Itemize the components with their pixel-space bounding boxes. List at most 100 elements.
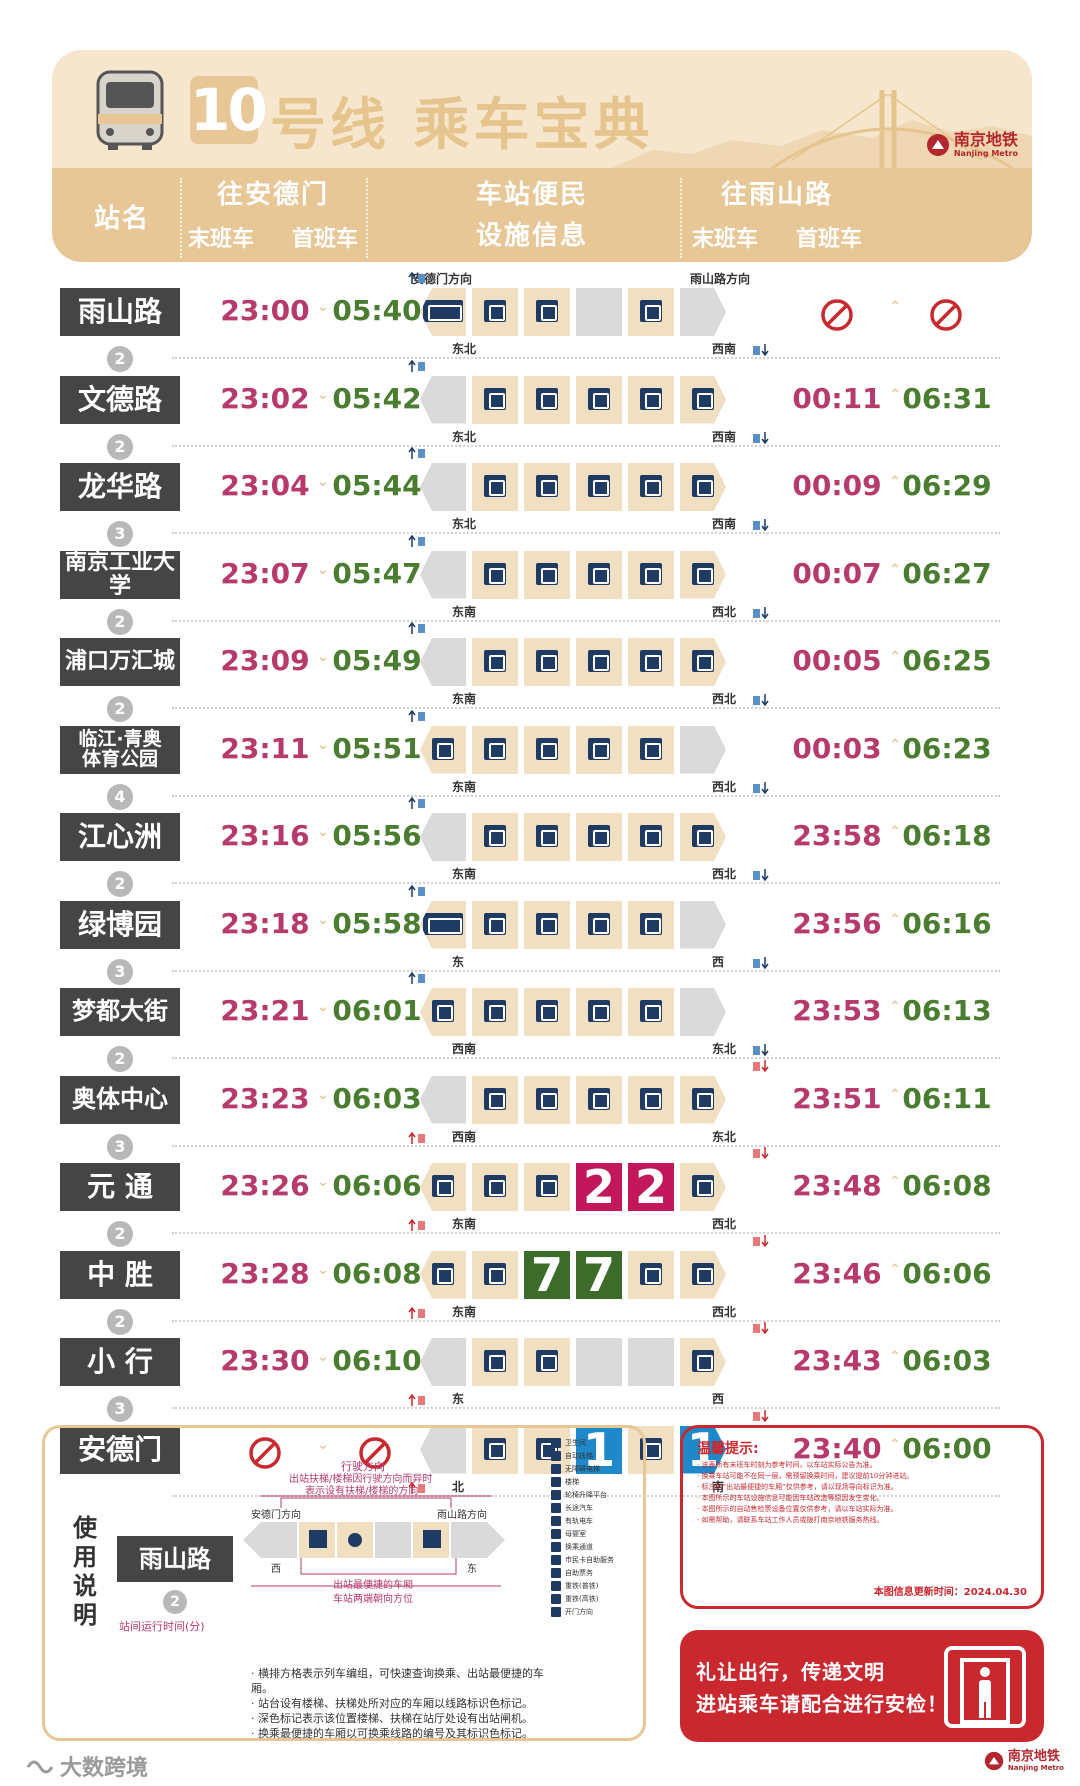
facility-icon [536,562,558,585]
header-divider [366,178,368,258]
facility-icon [551,1515,561,1526]
car-cell [680,813,726,861]
exit-direction-right: 西北 [712,1217,737,1231]
legend-icon-item: 卫生间 [551,1436,647,1449]
car-cell [576,813,622,861]
car-cell [628,900,674,949]
chevron-down-icon: ⌄ [317,474,329,490]
first-train-to-yushanlu: 06:11 [902,1081,992,1115]
legend-icon-item: 市民卡自助服务 [551,1553,647,1566]
exit-direction-left: 东南 [452,867,477,881]
first-train-to-andemen: 05:40 [332,294,422,327]
car-cell: 2 [628,1160,674,1214]
last-train-to-andemen: 23:00 [220,294,310,327]
car-cell [628,1250,674,1299]
legend-gap-note: 站间运行时间(分) [119,1620,205,1633]
station-name: 梦都大街 [60,988,180,1036]
chevron-up-icon: ⌃ [889,1349,901,1365]
exit-direction-right: 西北 [712,1304,737,1319]
travel-time-badge: 2 [107,346,133,372]
facility-icon [692,1350,714,1372]
car-cell [680,726,726,774]
door-side-arrow-icon [408,1305,426,1319]
last-train-to-yushanlu: 00:07 [792,556,882,590]
chevron-down-icon: ⌄ [317,999,329,1015]
facility-icon [640,1262,662,1285]
facility-icon [484,737,506,760]
car-cell: 7 [576,1248,622,1302]
car-cell: 1 [576,1423,622,1477]
door-side-arrow-icon [408,708,426,722]
door-side-arrow-icon [408,445,426,459]
facility-icon [551,1593,561,1604]
car-cell [628,550,674,599]
car-cell [524,725,570,774]
last-train-to-yushanlu: 00:03 [792,731,882,765]
exit-direction-left: 北 [452,1479,465,1494]
station-row: 浦口万汇城 2 23:09 ⌄ 05:49 东南 西北 00:05 ⌃ 06:25 [52,621,1000,722]
exit-direction-right: 西 [712,954,725,969]
travel-time-badge: 3 [107,958,133,985]
legend-west: 西 [271,1564,281,1575]
exit-direction-left: 东南 [452,1304,477,1319]
car-cell: 2 [576,1160,622,1214]
chevron-up-icon: ⌃ [889,1174,901,1190]
car-cell [472,1338,518,1386]
legend-diagram: 行驶方向 出站扶梯/楼梯因行驶方向而异时 表示设有扶梯/楼梯的方向 安德门方向 … [241,1458,511,1668]
car-cell [420,550,466,599]
station-name: 绿博园 [60,900,180,949]
first-train-to-yushanlu: 06:08 [902,1169,992,1202]
car-cell [420,638,466,686]
car-cell [524,550,570,599]
last-train-to-yushanlu: 23:48 [792,1169,882,1202]
chevron-down-icon: ⌄ [317,911,329,928]
door-side-arrow-icon [408,1130,426,1144]
facility-icon [588,912,610,935]
facility-icon [640,912,662,935]
door-side-arrow-icon [408,358,426,372]
facility-icon [692,1088,714,1110]
chevron-down-icon: ⌄ [317,386,329,403]
chevron-down-icon: ⌄ [317,1436,329,1453]
legend-note-top-1: 出站扶梯/楼梯因行驶方向而异时 [289,1474,433,1485]
legend-note-bottom-1: 出站最便捷的车厢 [333,1580,413,1591]
col-to-yushanlu-header: 往雨山路 末班车 首班车 [692,180,862,252]
row-divider [172,1407,1000,1409]
travel-time-badge: 2 [107,871,133,897]
door-side-arrow-icon [752,1233,770,1247]
car-cell [680,901,726,949]
car-cell [524,463,570,511]
car-cell [524,813,570,861]
car-cell [472,550,518,599]
travel-time-badge: 3 [107,521,133,547]
direction-label-andemen: 安德门方向 [412,272,473,286]
last-train-to-andemen: 23:04 [220,469,310,502]
station-name: 浦口万汇城 [60,638,180,686]
facility-icon [640,562,662,585]
facility-icon [536,650,558,672]
legend-icon-item: 长途汽车 [551,1501,647,1514]
station-row: 龙华路 3 23:04 ⌄ 05:44 东北 西南 00:09 ⌃ 06:29 [52,445,1000,547]
car-cell [628,288,674,336]
chevron-down-icon: ⌄ [317,824,329,840]
security-check-icon [944,1646,1026,1728]
car-cell [680,376,726,424]
car-cell [524,1338,570,1386]
car-cell [628,988,674,1036]
chevron-up-icon: ⌃ [889,649,901,665]
exit-direction-right: 东北 [712,1129,737,1144]
car-cell [628,638,674,686]
exit-direction-left: 东 [452,1392,465,1406]
legend-dir-b: 雨山路方向 [437,1510,487,1521]
chevron-up-icon: ⌃ [889,386,901,403]
door-side-arrow-icon [752,430,770,444]
first-train-to-andemen: 05:51 [332,731,422,765]
station-row: 元 通 2 23:26 ⌄ 06:06 2 2 东南 西北 23:48 ⌃ 06:08 [52,1147,1000,1247]
facility-icon [432,737,454,760]
door-side-arrow-icon [752,605,770,619]
facility-icon [551,1567,561,1578]
facility-icon [640,737,662,760]
car-cell [420,375,466,424]
car-cell [576,1075,622,1124]
